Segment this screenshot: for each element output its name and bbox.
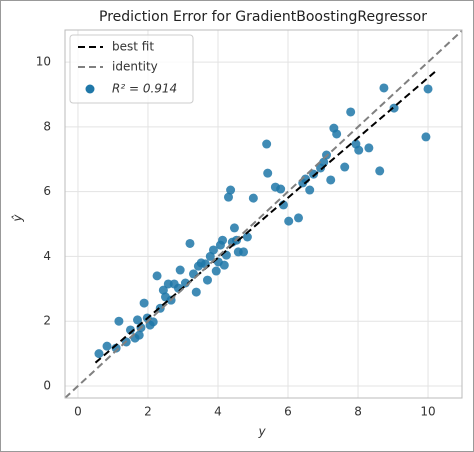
y-axis-label: ŷ <box>11 214 25 223</box>
point <box>364 143 374 153</box>
point <box>423 84 433 94</box>
point <box>226 185 236 195</box>
legend-label: identity <box>112 60 158 74</box>
x-tick-label: 6 <box>284 405 292 419</box>
point <box>305 185 315 195</box>
point <box>326 175 336 185</box>
point <box>158 285 168 295</box>
point <box>294 213 304 223</box>
point <box>219 260 229 270</box>
point <box>309 169 319 179</box>
y-tick-label: 2 <box>43 314 51 328</box>
y-tick-label: 0 <box>43 379 51 393</box>
point <box>134 330 144 340</box>
point <box>125 325 135 335</box>
y-tick-label: 10 <box>36 55 51 69</box>
legend-label: R² = 0.914 <box>112 82 177 96</box>
x-tick-label: 8 <box>354 405 362 419</box>
point <box>175 265 185 275</box>
point <box>152 271 162 281</box>
point <box>276 184 286 194</box>
point <box>211 266 221 276</box>
point <box>262 139 272 149</box>
point <box>229 223 239 233</box>
point <box>379 83 389 93</box>
point <box>242 232 252 242</box>
point <box>263 168 273 178</box>
point <box>346 107 356 117</box>
x-axis-label: y <box>257 425 266 439</box>
legend-box <box>69 34 194 104</box>
x-tick-label: 0 <box>74 405 82 419</box>
point <box>389 103 399 113</box>
point <box>114 316 124 326</box>
fit-line <box>94 71 436 364</box>
point <box>132 315 142 325</box>
plot-area <box>65 30 462 398</box>
plot-border <box>64 29 463 399</box>
point <box>421 132 431 142</box>
point <box>191 287 201 297</box>
fit-line <box>65 30 462 398</box>
point <box>102 341 112 351</box>
point <box>94 349 104 359</box>
x-tick-label: 10 <box>420 405 435 419</box>
point <box>223 192 233 202</box>
point <box>332 129 342 139</box>
point <box>202 275 212 285</box>
legend-marker <box>85 84 95 94</box>
x-tick-label: 2 <box>144 405 152 419</box>
y-tick-label: 4 <box>43 249 51 263</box>
x-tick-label: 4 <box>214 405 222 419</box>
legend-label: best fit <box>112 40 154 54</box>
point <box>139 298 149 308</box>
chart-title: Prediction Error for GradientBoostingReg… <box>99 9 427 25</box>
point <box>185 238 195 248</box>
point <box>218 235 228 245</box>
point <box>155 303 165 313</box>
point <box>319 157 329 167</box>
point <box>248 193 258 203</box>
y-tick-label: 8 <box>43 119 51 133</box>
point <box>208 245 218 255</box>
point <box>284 216 294 226</box>
point <box>340 162 350 172</box>
y-tick-label: 6 <box>43 184 51 198</box>
point <box>239 247 249 257</box>
point <box>354 145 364 155</box>
point <box>375 166 385 176</box>
